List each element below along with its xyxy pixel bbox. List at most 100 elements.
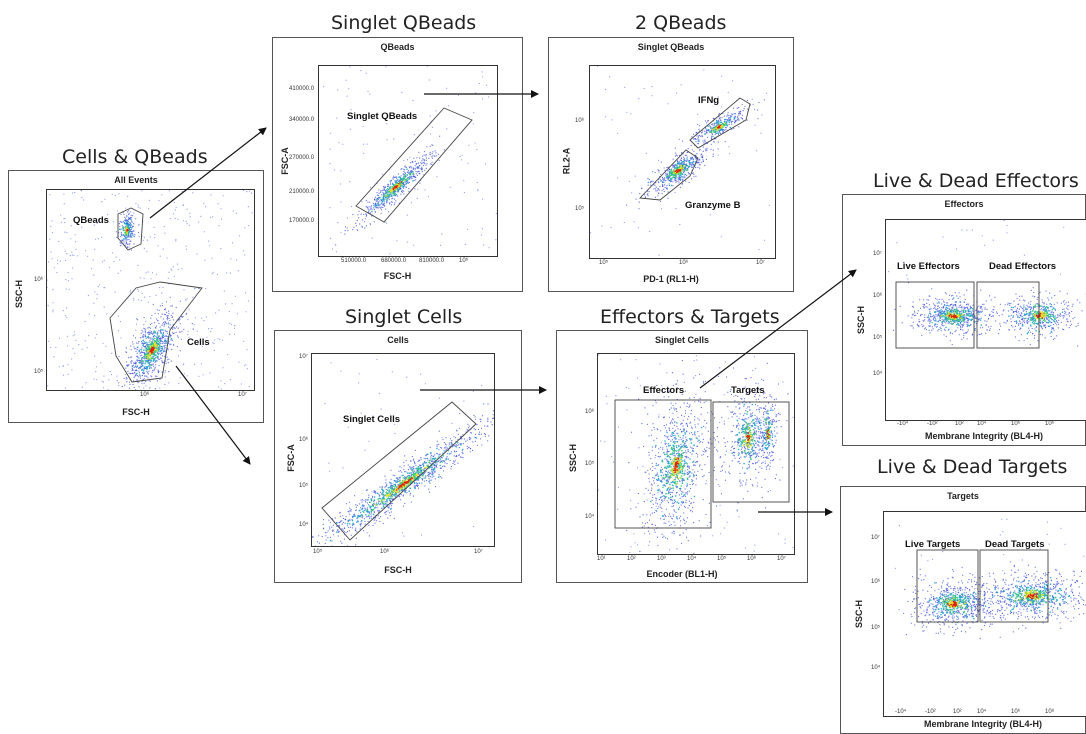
y-tick: 10⁷	[873, 251, 882, 257]
y-tick: 10⁵	[585, 461, 595, 467]
y-tick: 10⁵	[34, 369, 44, 375]
x-tick: 810000.0	[419, 258, 445, 264]
y-axis-label: FSC-A	[285, 444, 296, 472]
gate-label-singlet-cells: Singlet Cells	[343, 414, 401, 425]
x-tick: 10⁵	[313, 549, 323, 555]
scatter-dots	[888, 220, 1086, 347]
x-tick: 510000.0	[341, 258, 367, 264]
scatter-dots	[590, 66, 770, 256]
x-tick: 10⁶	[380, 549, 390, 555]
title-effectors-targets: Effectors & Targets	[600, 306, 780, 328]
x-tick: 10⁵	[599, 260, 609, 266]
x-axis-label: PD-1 (RL1-H)	[643, 274, 699, 284]
y-axis-label: SSC-H	[568, 443, 579, 473]
plot-header: Cells	[387, 335, 409, 345]
plot-area	[311, 353, 495, 547]
y-tick: 10⁴	[585, 514, 595, 520]
gate-label-qbeads: QBeads	[73, 215, 109, 226]
cells-frame: Cells FSC-A FSC-H 10⁵ 10⁶ 10⁷ 10⁷ 10⁶ 10…	[274, 330, 522, 583]
x-tick: -10²	[927, 421, 938, 427]
x-tick: 680000.0	[381, 258, 407, 264]
x-tick: 10⁶	[459, 258, 469, 264]
x-axis-label: Membrane Integrity (BL4-H)	[924, 431, 1043, 441]
plot-header: QBeads	[380, 42, 415, 52]
scatter-dots	[323, 66, 497, 255]
y-axis-label: RL2-A	[561, 147, 572, 175]
x-tick: 10⁴	[977, 421, 987, 427]
plot-header: Singlet QBeads	[637, 42, 705, 52]
y-tick: 10⁵	[299, 483, 309, 489]
gate-label-live-effectors: Live Effectors	[897, 261, 960, 272]
x-tick: 10⁶	[140, 392, 150, 398]
y-axis-label: SSC-H	[14, 279, 25, 309]
title-cells-qbeads: Cells & QBeads	[62, 146, 208, 168]
gate-label-effectors: Effectors	[643, 385, 685, 396]
y-axis-label: FSC-A	[279, 147, 290, 175]
y-tick: 410000.0	[289, 86, 315, 92]
y-tick: 10⁵	[871, 625, 881, 631]
y-tick: 10⁶	[34, 277, 44, 283]
plot-header: All Events	[114, 175, 158, 185]
y-tick: 170000.0	[289, 218, 315, 224]
x-tick: 10²	[953, 709, 962, 715]
x-axis-label: Encoder (BL1-H)	[646, 569, 718, 579]
title-2-qbeads: 2 QBeads	[635, 12, 727, 34]
x-tick: 10⁴	[687, 556, 697, 562]
x-tick: 10⁸	[1045, 709, 1055, 715]
x-tick: 10¹	[597, 556, 606, 562]
gate-label-targets: Targets	[731, 385, 765, 396]
title-live-dead-targets: Live & Dead Targets	[877, 456, 1068, 478]
title-live-dead-effectors: Live & Dead Effectors	[873, 170, 1079, 192]
x-tick: 10⁷	[474, 549, 483, 555]
plot-area	[597, 353, 795, 555]
x-axis-label: Membrane Integrity (BL4-H)	[923, 719, 1042, 729]
scatter-dots	[312, 358, 494, 546]
qbeads-frame: QBeads FSC-A FSC-H 510000.0 680000.0 810…	[272, 37, 523, 292]
y-axis-label: SSC-H	[854, 599, 865, 629]
plot-area	[589, 65, 776, 259]
y-tick: 10⁶	[873, 293, 883, 299]
x-tick: 10⁷	[238, 392, 247, 398]
targets-frame: Targets SSC-H Membrane Integrity (BL4-H)…	[840, 486, 1086, 734]
all-events-frame: All Events SSC-H FSC-H 10⁶ 10⁷ 10⁶ 10⁵ Q…	[8, 170, 264, 423]
y-tick: 10⁶	[871, 579, 881, 585]
x-tick: 10⁵	[717, 556, 727, 562]
x-tick: 10⁷	[777, 556, 786, 562]
y-tick: 340000.0	[289, 117, 315, 123]
gate-label-granzyme-b: Granzyme B	[685, 200, 741, 211]
plot-header: Singlet Cells	[654, 335, 709, 345]
x-tick: 10⁶	[679, 260, 689, 266]
x-tick: 10³	[657, 556, 666, 562]
x-tick: -10²	[925, 709, 936, 715]
y-tick: 210000.0	[289, 189, 315, 195]
effectors-frame: Effectors SSC-H Membrane Integrity (BL4-…	[842, 194, 1086, 446]
y-tick: 10⁵	[575, 206, 585, 212]
x-axis-label: FSC-H	[383, 271, 412, 281]
x-tick: -10⁴	[895, 709, 907, 715]
y-tick: 10⁴	[873, 371, 883, 377]
x-tick: 10⁴	[977, 709, 987, 715]
gate-label-live-targets: Live Targets	[905, 539, 961, 550]
title-singlet-cells: Singlet Cells	[345, 306, 463, 328]
plot-header: Effectors	[944, 199, 984, 209]
x-tick: 10⁶	[747, 556, 757, 562]
y-tick: 10⁶	[575, 118, 585, 124]
singlet-cells-frame: Singlet Cells SSC-H Encoder (BL1-H) 10¹ …	[556, 330, 808, 583]
plot-header: Targets	[947, 491, 979, 501]
y-tick: 10⁶	[299, 437, 309, 443]
y-tick: 10⁶	[585, 409, 595, 415]
gate-label-ifng: IFNg	[698, 95, 720, 106]
y-tick: 270000.0	[289, 155, 315, 161]
x-tick: 10⁷	[756, 260, 765, 266]
y-tick: 10⁷	[871, 535, 880, 541]
y-tick: 10⁴	[871, 665, 881, 671]
x-tick: 10⁶	[1011, 421, 1021, 427]
x-axis-label: FSC-H	[122, 407, 150, 417]
gate-label-dead-effectors: Dead Effectors	[989, 261, 1057, 272]
y-tick: 10⁷	[299, 354, 308, 360]
gate-label-singlet-qbeads: Singlet QBeads	[347, 111, 418, 122]
x-tick: 10⁶	[1045, 421, 1055, 427]
x-tick: 10⁶	[1011, 709, 1021, 715]
title-singlet-qbeads: Singlet QBeads	[331, 12, 477, 34]
y-axis-label: SSC-H	[856, 305, 867, 335]
